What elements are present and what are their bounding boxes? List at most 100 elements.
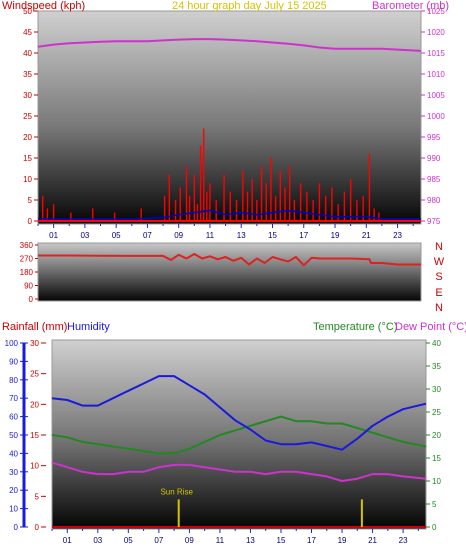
wind-y-tick-label: 45 <box>23 28 32 37</box>
temp-x-tick-label: 01 <box>63 536 72 545</box>
wind-y-tick-label: 10 <box>23 175 32 184</box>
temperature-y-tick-label: 25 <box>432 408 441 417</box>
compass-label: W <box>434 256 445 268</box>
humidity-y-tick-label: 70 <box>9 394 18 403</box>
humidity-y-tick-label: 40 <box>9 449 18 458</box>
humidity-y-tick-label: 50 <box>9 431 18 440</box>
wind-y-tick-label: 35 <box>23 70 32 79</box>
temperature-y-tick-label: 40 <box>432 339 441 348</box>
barometer-y-tick-label: 1005 <box>427 91 445 100</box>
wind-y-tick-label: 40 <box>23 49 32 58</box>
temp-x-tick-label: 13 <box>246 536 255 545</box>
rainfall-y-tick-label: 0 <box>35 523 40 532</box>
barometer-y-tick-label: 980 <box>427 196 441 205</box>
wind-x-tick-label: 03 <box>80 231 89 240</box>
barometer-y-tick-label: 990 <box>427 154 441 163</box>
direction-y-tick-label: 180 <box>20 268 34 277</box>
rainfall-y-tick-label: 25 <box>30 370 39 379</box>
wind-y-tick-label: 25 <box>23 112 32 121</box>
temperature-y-tick-label: 20 <box>432 431 441 440</box>
compass-label: N <box>435 241 443 253</box>
humidity-y-tick-label: 0 <box>14 523 19 532</box>
wind-y-tick-label: 50 <box>23 7 32 16</box>
barometer-y-tick-label: 1000 <box>427 112 445 121</box>
windspeed-axis-title: Windspeed (kph) <box>2 0 85 12</box>
temperature-y-tick-label: 10 <box>432 477 441 486</box>
dewpoint-line <box>51 461 427 482</box>
barometer-y-tick-label: 1025 <box>427 7 445 16</box>
wind-y-tick-label: 0 <box>28 217 33 226</box>
wind-x-tick-label: 07 <box>143 231 152 240</box>
humidity-line <box>51 375 427 451</box>
wind-x-tick-label: 13 <box>237 231 246 240</box>
wind-x-tick-label: 01 <box>49 231 58 240</box>
temp-x-tick-label: 07 <box>154 536 163 545</box>
wind-x-tick-label: 19 <box>331 231 340 240</box>
wind-x-tick-label: 21 <box>362 231 371 240</box>
compass-label: N <box>435 302 443 314</box>
barometer-y-tick-label: 985 <box>427 175 441 184</box>
wind-x-tick-label: 09 <box>174 231 183 240</box>
temperature-y-tick-label: 35 <box>432 362 441 371</box>
chart-title: 24 hour graph day July 15 2025 <box>172 0 327 12</box>
wind-y-tick-label: 20 <box>23 133 32 142</box>
wind-direction-line <box>38 253 421 267</box>
direction-panel-background <box>38 243 421 301</box>
temp-x-tick-label: 09 <box>185 536 194 545</box>
wind-gust-line <box>38 209 421 220</box>
rainfall-y-tick-label: 20 <box>30 400 39 409</box>
humidity-y-tick-label: 90 <box>9 357 18 366</box>
humidity-y-tick-label: 100 <box>5 339 19 348</box>
direction-y-tick-label: 90 <box>24 282 33 291</box>
temperature-y-tick-label: 0 <box>432 523 437 532</box>
wind-y-tick-label: 30 <box>23 91 32 100</box>
temp-x-tick-label: 19 <box>338 536 347 545</box>
temperature-y-tick-label: 5 <box>432 500 437 509</box>
humidity-y-tick-label: 60 <box>9 413 18 422</box>
wind-y-tick-label: 5 <box>28 196 33 205</box>
barometer-axis-title: Barometer (mb) <box>372 0 449 12</box>
compass-label: E <box>435 287 442 299</box>
barometer-y-tick-label: 1010 <box>427 70 445 79</box>
wind-x-tick-label: 11 <box>206 231 215 240</box>
wind-panel-background <box>38 11 421 224</box>
dewpoint-axis-title: Dew Point (°C) <box>395 321 466 333</box>
wind-x-tick-label: 05 <box>112 231 121 240</box>
barometer-y-tick-label: 1020 <box>427 28 445 37</box>
chart-marks: 0510152025303540455097598098599099510001… <box>5 7 446 545</box>
temperature-line <box>51 415 427 455</box>
humidity-axis-title: Humidity <box>67 321 110 333</box>
sunrise-label: Sun Rise <box>160 487 193 496</box>
barometer-y-tick-label: 995 <box>427 133 441 142</box>
rainfall-y-tick-label: 10 <box>30 462 39 471</box>
rainfall-y-tick-label: 30 <box>30 339 39 348</box>
humidity-y-tick-label: 20 <box>9 486 18 495</box>
temperature-y-tick-label: 30 <box>432 385 441 394</box>
humidity-y-tick-label: 10 <box>9 505 18 514</box>
humidity-y-tick-label: 80 <box>9 376 18 385</box>
wind-y-tick-label: 15 <box>23 154 32 163</box>
rainfall-y-tick-label: 5 <box>35 492 40 501</box>
wind-panel-frame <box>37 10 422 225</box>
direction-y-tick-label: 270 <box>20 255 34 264</box>
temp-x-tick-label: 23 <box>399 536 408 545</box>
humidity-y-tick-label: 30 <box>9 468 18 477</box>
barometer-y-tick-label: 1015 <box>427 49 445 58</box>
temp-x-tick-label: 17 <box>307 536 316 545</box>
temp-x-tick-label: 03 <box>93 536 102 545</box>
wind-x-tick-label: 17 <box>299 231 308 240</box>
temp-panel-background <box>52 340 426 529</box>
temperature-y-tick-label: 15 <box>432 454 441 463</box>
temp-x-tick-label: 05 <box>124 536 133 545</box>
rainfall-y-tick-label: 15 <box>30 431 39 440</box>
barometer-y-tick-label: 975 <box>427 217 441 226</box>
temp-x-tick-label: 15 <box>277 536 286 545</box>
rainfall-axis-title: Rainfall (mm) <box>2 321 67 333</box>
wind-x-tick-label: 15 <box>268 231 277 240</box>
compass-label: S <box>435 271 442 283</box>
temp-x-tick-label: 21 <box>368 536 377 545</box>
temperature-axis-title: Temperature (°C) <box>313 321 397 333</box>
direction-y-tick-label: 360 <box>20 241 34 250</box>
